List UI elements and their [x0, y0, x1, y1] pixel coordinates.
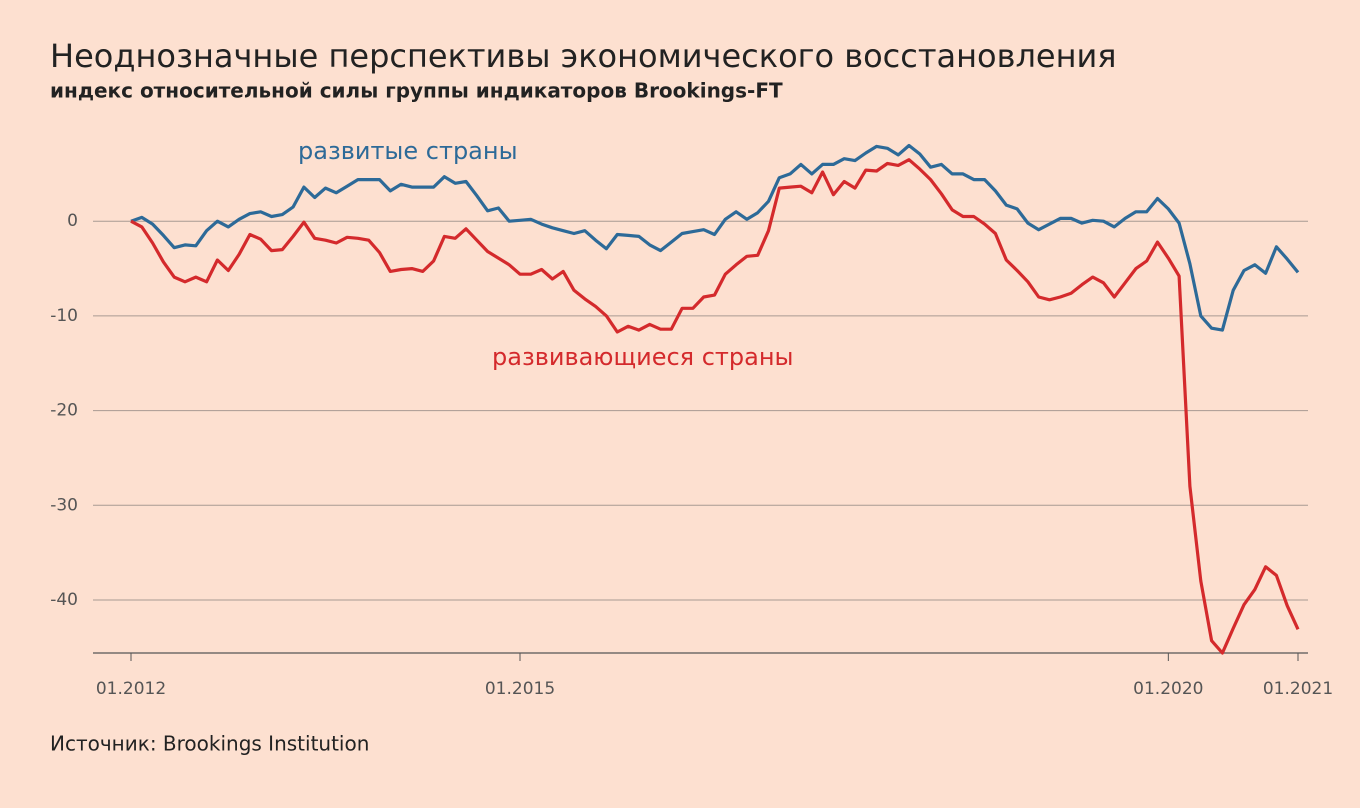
x-tick-label: 01.2021	[1263, 679, 1333, 699]
y-tick-label: -40	[50, 590, 78, 610]
x-tick-label: 01.2012	[96, 679, 166, 699]
series-label: развитые страны	[298, 137, 518, 165]
source: Источник: Brookings Institution	[50, 732, 369, 756]
series-line	[130, 158, 1300, 655]
chart-title: Неоднозначные перспективы экономического…	[50, 37, 1117, 75]
chart-subtitle: индекс относительной силы группы индикат…	[50, 79, 783, 103]
y-tick-label: -10	[50, 306, 78, 326]
series-line	[130, 143, 1300, 332]
y-tick-label: -30	[50, 495, 78, 515]
y-tick-label: 0	[67, 211, 78, 231]
series-label: развивающиеся страны	[492, 343, 794, 371]
x-tick-label: 01.2020	[1133, 679, 1203, 699]
y-tick-label: -20	[50, 401, 78, 421]
x-tick-label: 01.2015	[485, 679, 555, 699]
